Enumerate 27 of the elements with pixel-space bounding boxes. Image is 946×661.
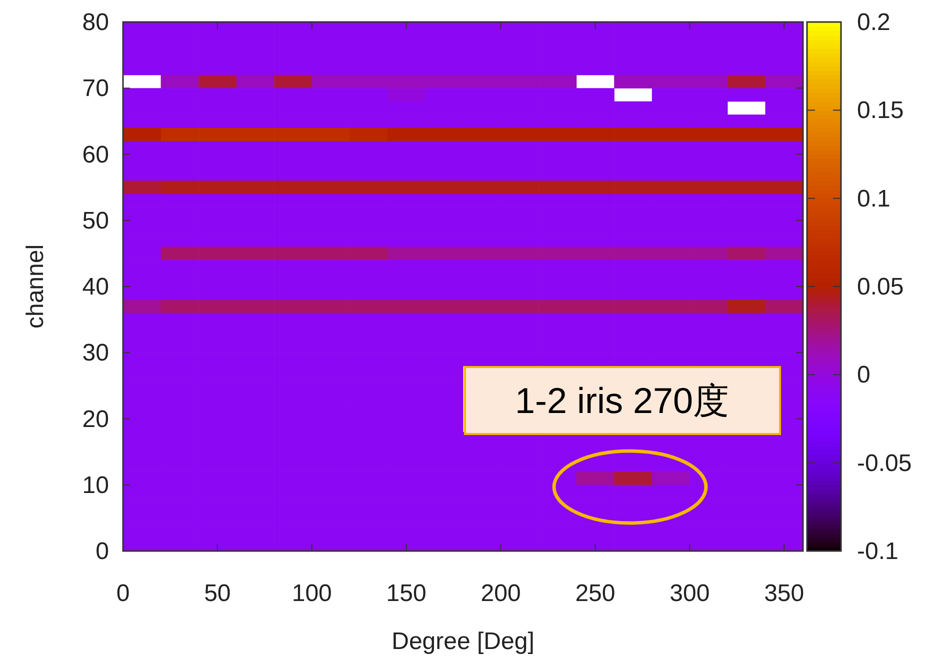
color-bar-label: 0.15 [857, 97, 904, 124]
annotation: 1-2 iris 270度 [514, 380, 730, 421]
y-tick-label: 20 [82, 406, 109, 433]
y-tick-label: 50 [82, 207, 109, 234]
x-tick-label: 150 [386, 580, 426, 607]
x-axis-title: Degree [Deg] [392, 628, 534, 655]
color-bar-label: 0.2 [857, 9, 890, 36]
color-bar-label: 0.1 [857, 185, 890, 212]
x-tick-label: 0 [116, 580, 130, 607]
y-axis-title: channel [22, 244, 49, 329]
color-bar-label: 0.05 [857, 274, 904, 300]
color-bar-label: 0 [857, 362, 870, 389]
color-bar-label: -0.05 [857, 450, 912, 477]
y-tick-label: 80 [82, 9, 109, 36]
y-tick-label: 30 [82, 340, 109, 367]
x-tick-label: 200 [480, 580, 521, 607]
y-tick-label: 40 [82, 274, 109, 300]
x-tick-label: 350 [764, 580, 804, 607]
y-tick-label: 10 [82, 472, 109, 499]
y-tick-label: 0 [96, 538, 109, 565]
y-tick-label: 60 [82, 141, 109, 168]
color-bar-label: -0.1 [857, 538, 898, 565]
x-tick-label: 250 [575, 580, 616, 607]
y-tick-label: 70 [82, 75, 109, 102]
x-tick-label: 50 [204, 580, 231, 607]
x-tick-label: 100 [292, 580, 332, 607]
x-tick-label: 300 [670, 580, 710, 607]
